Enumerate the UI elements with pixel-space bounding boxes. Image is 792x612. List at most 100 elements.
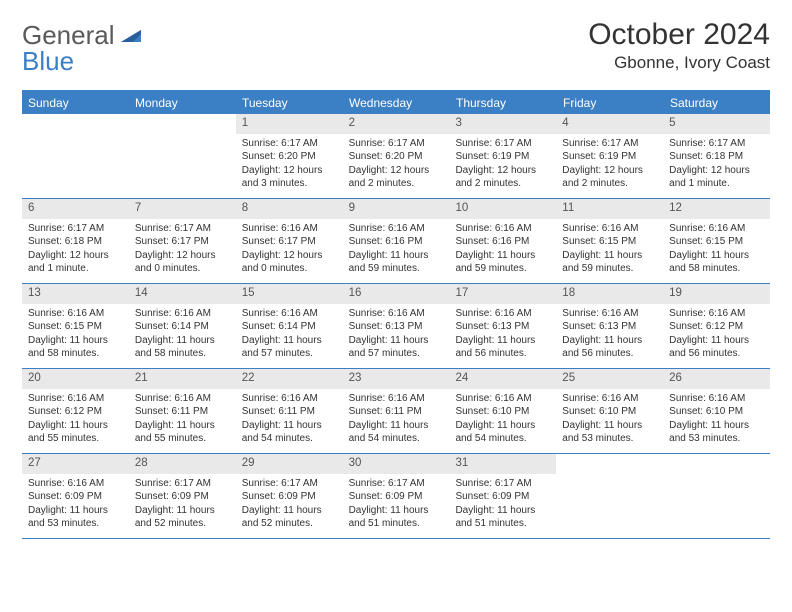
day-body: Sunrise: 6:16 AMSunset: 6:16 PMDaylight:… [449, 219, 556, 283]
day-line: Sunset: 6:20 PM [349, 150, 444, 164]
day-line: and 54 minutes. [455, 432, 550, 446]
day-cell: 12Sunrise: 6:16 AMSunset: 6:15 PMDayligh… [663, 199, 770, 283]
day-number: 17 [449, 284, 556, 304]
day-line: and 53 minutes. [562, 432, 657, 446]
day-line: Sunset: 6:11 PM [242, 405, 337, 419]
week-row: 6Sunrise: 6:17 AMSunset: 6:18 PMDaylight… [22, 199, 770, 284]
day-line: Sunset: 6:15 PM [562, 235, 657, 249]
day-line: and 51 minutes. [455, 517, 550, 531]
day-line: Sunrise: 6:16 AM [28, 392, 123, 406]
week-row: 27Sunrise: 6:16 AMSunset: 6:09 PMDayligh… [22, 454, 770, 539]
day-body: Sunrise: 6:17 AMSunset: 6:18 PMDaylight:… [663, 134, 770, 198]
day-body: Sunrise: 6:16 AMSunset: 6:13 PMDaylight:… [556, 304, 663, 368]
day-number: 29 [236, 454, 343, 474]
day-line: Sunrise: 6:17 AM [349, 137, 444, 151]
day-cell: 21Sunrise: 6:16 AMSunset: 6:11 PMDayligh… [129, 369, 236, 453]
day-cell: 23Sunrise: 6:16 AMSunset: 6:11 PMDayligh… [343, 369, 450, 453]
day-line: Daylight: 11 hours [562, 249, 657, 263]
day-number: 1 [236, 114, 343, 134]
day-line: Daylight: 11 hours [135, 504, 230, 518]
day-line: Sunset: 6:09 PM [349, 490, 444, 504]
day-line: Sunrise: 6:17 AM [135, 222, 230, 236]
day-cell: 13Sunrise: 6:16 AMSunset: 6:15 PMDayligh… [22, 284, 129, 368]
day-number: 3 [449, 114, 556, 134]
day-line: Sunset: 6:19 PM [455, 150, 550, 164]
day-line: and 2 minutes. [455, 177, 550, 191]
day-line: Daylight: 11 hours [242, 504, 337, 518]
weekday-monday: Monday [129, 92, 236, 114]
logo-line1: General [22, 22, 115, 48]
day-line: and 55 minutes. [135, 432, 230, 446]
day-line: Sunrise: 6:16 AM [562, 222, 657, 236]
day-cell: 7Sunrise: 6:17 AMSunset: 6:17 PMDaylight… [129, 199, 236, 283]
day-body: Sunrise: 6:17 AMSunset: 6:09 PMDaylight:… [449, 474, 556, 538]
day-body: Sunrise: 6:17 AMSunset: 6:20 PMDaylight:… [236, 134, 343, 198]
day-number: 9 [343, 199, 450, 219]
day-line: Daylight: 11 hours [562, 419, 657, 433]
day-line: Daylight: 11 hours [349, 249, 444, 263]
day-line: and 59 minutes. [562, 262, 657, 276]
day-line: Sunrise: 6:17 AM [242, 477, 337, 491]
weekday-sunday: Sunday [22, 92, 129, 114]
day-body [22, 118, 129, 198]
day-body: Sunrise: 6:17 AMSunset: 6:20 PMDaylight:… [343, 134, 450, 198]
day-body: Sunrise: 6:16 AMSunset: 6:15 PMDaylight:… [663, 219, 770, 283]
day-body: Sunrise: 6:16 AMSunset: 6:10 PMDaylight:… [663, 389, 770, 453]
day-body: Sunrise: 6:17 AMSunset: 6:19 PMDaylight:… [449, 134, 556, 198]
weekday-friday: Friday [557, 92, 664, 114]
day-body: Sunrise: 6:17 AMSunset: 6:18 PMDaylight:… [22, 219, 129, 283]
day-line: Sunrise: 6:17 AM [242, 137, 337, 151]
day-line: Daylight: 11 hours [562, 334, 657, 348]
day-line: and 51 minutes. [349, 517, 444, 531]
day-line: Sunset: 6:20 PM [242, 150, 337, 164]
day-line: and 1 minute. [28, 262, 123, 276]
day-line: Sunset: 6:09 PM [455, 490, 550, 504]
day-line: Daylight: 11 hours [455, 334, 550, 348]
day-line: Sunrise: 6:16 AM [28, 477, 123, 491]
day-body: Sunrise: 6:16 AMSunset: 6:09 PMDaylight:… [22, 474, 129, 538]
day-cell: 26Sunrise: 6:16 AMSunset: 6:10 PMDayligh… [663, 369, 770, 453]
day-cell: 30Sunrise: 6:17 AMSunset: 6:09 PMDayligh… [343, 454, 450, 538]
day-line: Sunset: 6:16 PM [455, 235, 550, 249]
day-line: Sunset: 6:13 PM [455, 320, 550, 334]
day-line: and 58 minutes. [669, 262, 764, 276]
day-line: Sunset: 6:17 PM [135, 235, 230, 249]
weekday-thursday: Thursday [450, 92, 557, 114]
day-cell: 18Sunrise: 6:16 AMSunset: 6:13 PMDayligh… [556, 284, 663, 368]
day-number: 13 [22, 284, 129, 304]
day-number: 26 [663, 369, 770, 389]
day-line: Sunset: 6:12 PM [28, 405, 123, 419]
day-line: Daylight: 12 hours [349, 164, 444, 178]
day-line: Sunset: 6:15 PM [28, 320, 123, 334]
day-number: 14 [129, 284, 236, 304]
day-number: 20 [22, 369, 129, 389]
day-line: and 58 minutes. [135, 347, 230, 361]
day-body: Sunrise: 6:16 AMSunset: 6:12 PMDaylight:… [22, 389, 129, 453]
day-number: 7 [129, 199, 236, 219]
day-line: Sunrise: 6:16 AM [242, 392, 337, 406]
day-line: Sunrise: 6:16 AM [349, 392, 444, 406]
day-line: Sunset: 6:13 PM [562, 320, 657, 334]
day-body: Sunrise: 6:17 AMSunset: 6:17 PMDaylight:… [129, 219, 236, 283]
day-body: Sunrise: 6:16 AMSunset: 6:11 PMDaylight:… [236, 389, 343, 453]
day-body: Sunrise: 6:16 AMSunset: 6:10 PMDaylight:… [449, 389, 556, 453]
day-number: 2 [343, 114, 450, 134]
day-line: and 53 minutes. [669, 432, 764, 446]
day-cell: 25Sunrise: 6:16 AMSunset: 6:10 PMDayligh… [556, 369, 663, 453]
day-number: 23 [343, 369, 450, 389]
day-cell: 19Sunrise: 6:16 AMSunset: 6:12 PMDayligh… [663, 284, 770, 368]
day-line: Sunrise: 6:16 AM [669, 222, 764, 236]
day-line: Daylight: 11 hours [349, 334, 444, 348]
day-line: and 3 minutes. [242, 177, 337, 191]
day-line: Sunrise: 6:16 AM [349, 307, 444, 321]
day-line: Daylight: 11 hours [349, 504, 444, 518]
day-body: Sunrise: 6:16 AMSunset: 6:10 PMDaylight:… [556, 389, 663, 453]
day-line: Daylight: 11 hours [669, 419, 764, 433]
day-body: Sunrise: 6:16 AMSunset: 6:12 PMDaylight:… [663, 304, 770, 368]
day-cell: 15Sunrise: 6:16 AMSunset: 6:14 PMDayligh… [236, 284, 343, 368]
day-line: Daylight: 11 hours [135, 419, 230, 433]
day-cell: 17Sunrise: 6:16 AMSunset: 6:13 PMDayligh… [449, 284, 556, 368]
day-line: and 59 minutes. [349, 262, 444, 276]
day-body: Sunrise: 6:16 AMSunset: 6:11 PMDaylight:… [343, 389, 450, 453]
day-line: Sunrise: 6:17 AM [669, 137, 764, 151]
